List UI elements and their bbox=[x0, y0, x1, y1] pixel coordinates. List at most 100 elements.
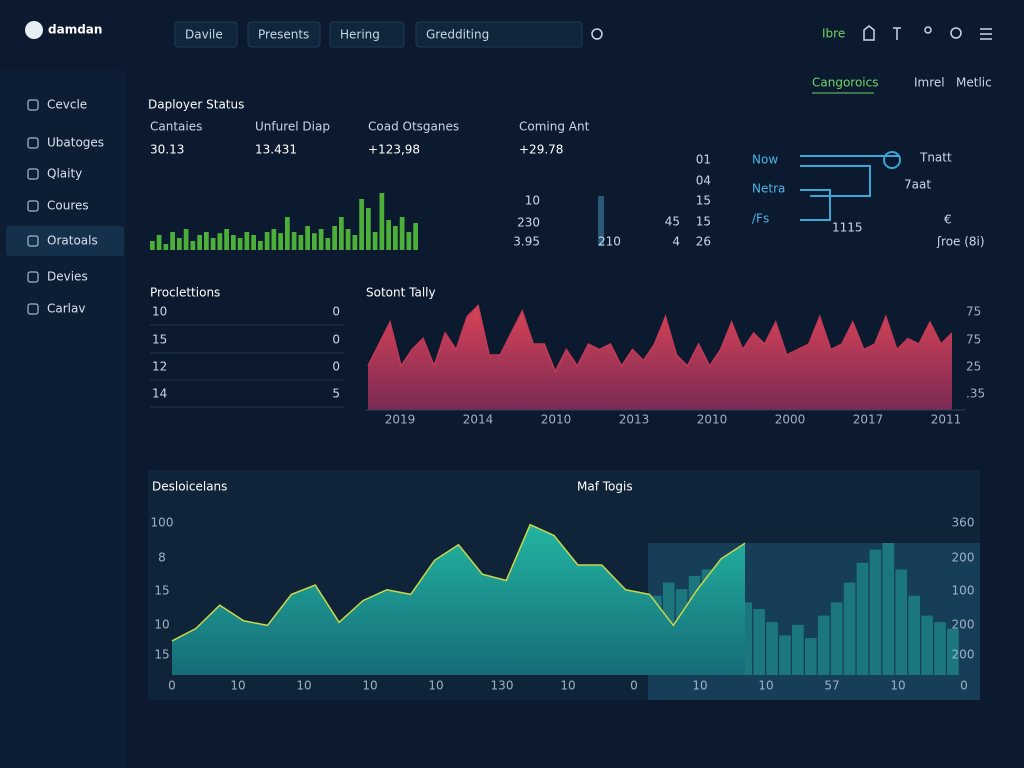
home-icon[interactable] bbox=[863, 25, 875, 41]
section-title: Maf Togis bbox=[577, 480, 633, 494]
bar bbox=[843, 582, 856, 675]
bar bbox=[285, 217, 290, 250]
bar bbox=[856, 562, 869, 675]
bar bbox=[183, 229, 189, 250]
tab[interactable]: Imrel bbox=[914, 76, 945, 90]
sidebar-item[interactable]: Ubatoges bbox=[47, 136, 104, 150]
x-tick-label: 10 bbox=[890, 679, 905, 693]
y-tick-label: 100 bbox=[952, 584, 975, 598]
bar bbox=[352, 235, 358, 250]
mini-label: 45 bbox=[665, 215, 680, 229]
section-title: Desloicelans bbox=[152, 480, 227, 494]
bar bbox=[366, 208, 371, 250]
mini-label: 15 bbox=[696, 194, 711, 208]
bar bbox=[895, 569, 908, 675]
y-tick-label: 10 bbox=[154, 618, 169, 632]
bar bbox=[204, 232, 209, 250]
sidebar-item[interactable]: Carlav bbox=[47, 302, 85, 316]
y-tick-label: 200 bbox=[952, 618, 975, 632]
sidebar-item[interactable]: Oratoals bbox=[47, 234, 98, 248]
x-tick-label: 10 bbox=[758, 679, 773, 693]
nav-item[interactable]: Hering bbox=[340, 28, 380, 42]
kpi-label: Coming Ant bbox=[519, 120, 590, 134]
y-tick-label: 200 bbox=[952, 551, 975, 565]
bar bbox=[271, 229, 277, 250]
bar bbox=[163, 244, 169, 250]
bar bbox=[197, 235, 202, 250]
bar bbox=[908, 595, 920, 675]
row-label: 14 bbox=[152, 387, 167, 401]
bar bbox=[177, 238, 182, 250]
bar bbox=[830, 602, 843, 675]
bar bbox=[934, 622, 946, 675]
bar bbox=[406, 232, 412, 250]
nav-item[interactable]: Presents bbox=[258, 28, 309, 42]
sidebar-item[interactable]: Coures bbox=[47, 199, 89, 213]
bar bbox=[264, 232, 270, 250]
currency: € bbox=[944, 213, 952, 227]
nav-box[interactable] bbox=[415, 21, 583, 48]
bar bbox=[740, 602, 753, 675]
bar bbox=[359, 199, 364, 250]
x-tick-label: 2011 bbox=[931, 413, 962, 427]
bar bbox=[312, 233, 317, 250]
x-tick-label: 10 bbox=[230, 679, 245, 693]
menu-icon[interactable] bbox=[980, 28, 992, 40]
kpi-value: +29.78 bbox=[519, 143, 563, 157]
sidebar-icon bbox=[27, 99, 39, 111]
sidebar-item[interactable]: Cevcle bbox=[47, 98, 87, 112]
y-tick-label: 200 bbox=[952, 648, 975, 662]
bar bbox=[386, 220, 391, 250]
x-tick-label: 10 bbox=[296, 679, 311, 693]
x-tick-label: 0 bbox=[630, 679, 638, 693]
facebook-icon[interactable] bbox=[893, 27, 901, 40]
kpi-label: Cantaies bbox=[150, 120, 202, 134]
nav-item[interactable]: Gredditing bbox=[426, 28, 489, 42]
sidebar-active bbox=[6, 226, 124, 256]
section-title: Proclettions bbox=[150, 286, 220, 300]
bar bbox=[170, 232, 175, 250]
nav-box[interactable] bbox=[174, 21, 238, 48]
user-icon[interactable] bbox=[924, 26, 932, 34]
tab[interactable]: Cangoroics bbox=[812, 76, 879, 90]
bar bbox=[291, 232, 297, 250]
bar bbox=[237, 238, 243, 250]
logo bbox=[25, 21, 43, 39]
sidebar bbox=[0, 70, 126, 768]
sidebar-icon bbox=[27, 137, 39, 149]
nav-item[interactable]: Davile bbox=[185, 28, 223, 42]
row-value: 0 bbox=[332, 305, 340, 319]
x-tick-label: 2010 bbox=[697, 413, 728, 427]
search-icon[interactable] bbox=[591, 28, 603, 40]
tab[interactable]: Metlic bbox=[956, 76, 992, 90]
nav-box[interactable] bbox=[247, 21, 321, 48]
y-tick-label: 75 bbox=[966, 305, 981, 319]
bar bbox=[792, 624, 804, 675]
bar bbox=[298, 235, 304, 250]
bar bbox=[345, 229, 351, 250]
section-title: Sotont Tally bbox=[366, 286, 436, 300]
bar bbox=[753, 609, 765, 675]
bar bbox=[251, 235, 256, 250]
area-line bbox=[171, 523, 746, 642]
search-icon[interactable] bbox=[950, 27, 962, 39]
bar bbox=[947, 628, 959, 675]
y-tick-label: 75 bbox=[966, 333, 981, 347]
mini-label: 4 bbox=[672, 235, 680, 249]
row-value: 5 bbox=[332, 387, 340, 401]
x-tick-label: 2010 bbox=[541, 413, 572, 427]
bar bbox=[339, 217, 344, 250]
row-label: 15 bbox=[152, 333, 167, 347]
y-tick-label: 25 bbox=[966, 360, 981, 374]
neon-lines bbox=[800, 151, 901, 221]
bar bbox=[379, 193, 385, 250]
bar bbox=[325, 238, 331, 250]
bar bbox=[332, 226, 337, 250]
sidebar-item[interactable]: Qlaity bbox=[47, 167, 82, 181]
bar bbox=[921, 615, 933, 675]
header-link[interactable]: Ibre bbox=[822, 27, 845, 41]
sidebar-item[interactable]: Devies bbox=[47, 270, 88, 284]
nav-box[interactable] bbox=[329, 21, 405, 48]
bar bbox=[217, 233, 223, 250]
